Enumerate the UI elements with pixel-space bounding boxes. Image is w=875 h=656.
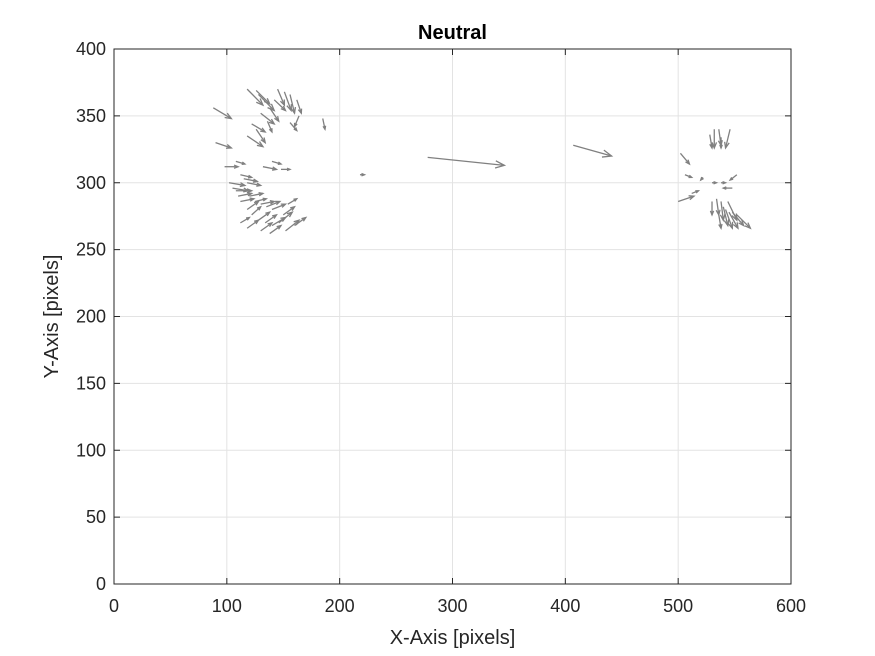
y-axis-label: Y-Axis [pixels]	[41, 255, 63, 379]
vector-arrow	[677, 195, 696, 203]
vector-arrow	[359, 172, 367, 177]
vector-arrow	[247, 182, 263, 187]
vector-arrow	[251, 205, 262, 216]
vector-arrow	[240, 174, 254, 179]
x-tick-label: 500	[663, 596, 693, 616]
vector-arrow	[246, 219, 260, 229]
y-tick-label: 150	[76, 373, 106, 393]
x-tick-label: 100	[212, 596, 242, 616]
axis-ticks: 0 100 200 300 400 500 600 0 50 100 150 200 250 300 350…	[76, 39, 806, 616]
vector-arrow	[228, 182, 247, 188]
vector-arrow	[235, 188, 254, 194]
vector-arrow	[711, 129, 718, 150]
vector-arrow	[277, 88, 286, 107]
vector-arrow	[699, 176, 704, 182]
vector-arrow	[712, 180, 719, 185]
vector-arrow	[691, 190, 701, 195]
vector-arrow	[724, 209, 734, 230]
vector-arrow	[728, 211, 739, 230]
vector-arrow	[260, 221, 274, 232]
vector-arrow	[255, 128, 267, 145]
vector-arrow	[736, 214, 752, 230]
vector-arrow	[679, 152, 691, 166]
vector-arrow	[246, 135, 265, 148]
vector-arrow	[719, 137, 723, 150]
grid	[114, 49, 791, 584]
vector-arrow	[573, 144, 614, 158]
vector-arrow	[728, 174, 738, 182]
x-tick-label: 300	[437, 596, 467, 616]
vector-arrow	[246, 200, 260, 211]
vector-arrow	[224, 164, 240, 169]
vector-arrow	[709, 201, 715, 217]
vector-arrow	[235, 160, 247, 165]
vector-arrow	[722, 206, 730, 228]
vector-arrow	[289, 94, 297, 115]
vector-arrow	[266, 120, 273, 134]
vector-arrow	[269, 224, 283, 235]
y-tick-label: 200	[76, 307, 106, 327]
y-tick-label: 300	[76, 173, 106, 193]
x-tick-label: 0	[109, 596, 119, 616]
vector-arrow	[243, 178, 260, 183]
vector-arrow	[282, 205, 296, 216]
vector-field	[212, 88, 752, 235]
vector-arrow	[246, 88, 265, 107]
vector-arrow	[273, 99, 287, 112]
vector-arrow	[727, 201, 738, 222]
vector-arrow	[260, 200, 276, 205]
vector-arrow	[721, 180, 728, 185]
vector-arrow	[718, 214, 723, 230]
x-tick-label: 600	[776, 596, 806, 616]
vector-arrow	[280, 167, 292, 172]
vector-arrow	[278, 211, 294, 224]
x-axis-label: X-Axis [pixels]	[390, 627, 516, 649]
x-tick-label: 200	[325, 596, 355, 616]
vector-arrow	[237, 191, 254, 197]
y-tick-label: 250	[76, 240, 106, 260]
vector-arrow	[215, 142, 234, 149]
vector-arrow	[251, 123, 267, 133]
vector-arrow	[260, 112, 276, 125]
vector-arrow	[240, 216, 251, 224]
y-tick-label: 100	[76, 440, 106, 460]
vector-arrow	[684, 174, 694, 179]
vector-arrow	[258, 211, 272, 221]
vector-arrow	[289, 122, 298, 132]
vector-arrow	[254, 197, 269, 203]
y-tick-label: 350	[76, 106, 106, 126]
vector-arrow	[724, 129, 731, 150]
y-tick-label: 50	[86, 507, 106, 527]
chart-title: Neutral	[418, 22, 487, 44]
vector-arrow	[719, 201, 726, 222]
vector-arrow	[293, 115, 300, 129]
vector-arrow	[294, 216, 308, 227]
vector-arrow	[287, 197, 299, 205]
vector-arrow	[271, 203, 288, 211]
vector-arrow	[269, 107, 280, 123]
x-tick-label: 400	[550, 596, 580, 616]
vector-arrow	[322, 118, 327, 131]
vector-arrow	[283, 91, 293, 113]
vector-arrow	[271, 160, 283, 165]
y-tick-label: 0	[96, 574, 106, 594]
vector-arrow	[249, 191, 265, 197]
vector-arrow	[264, 213, 278, 224]
vector-arrow	[240, 197, 256, 203]
y-tick-label: 400	[76, 39, 106, 59]
vector-arrow	[266, 200, 282, 208]
vector-arrow	[262, 166, 279, 171]
vector-arrow	[721, 186, 733, 190]
vector-arrow	[296, 99, 303, 115]
vector-arrow	[427, 156, 507, 169]
vector-arrow	[212, 107, 233, 120]
